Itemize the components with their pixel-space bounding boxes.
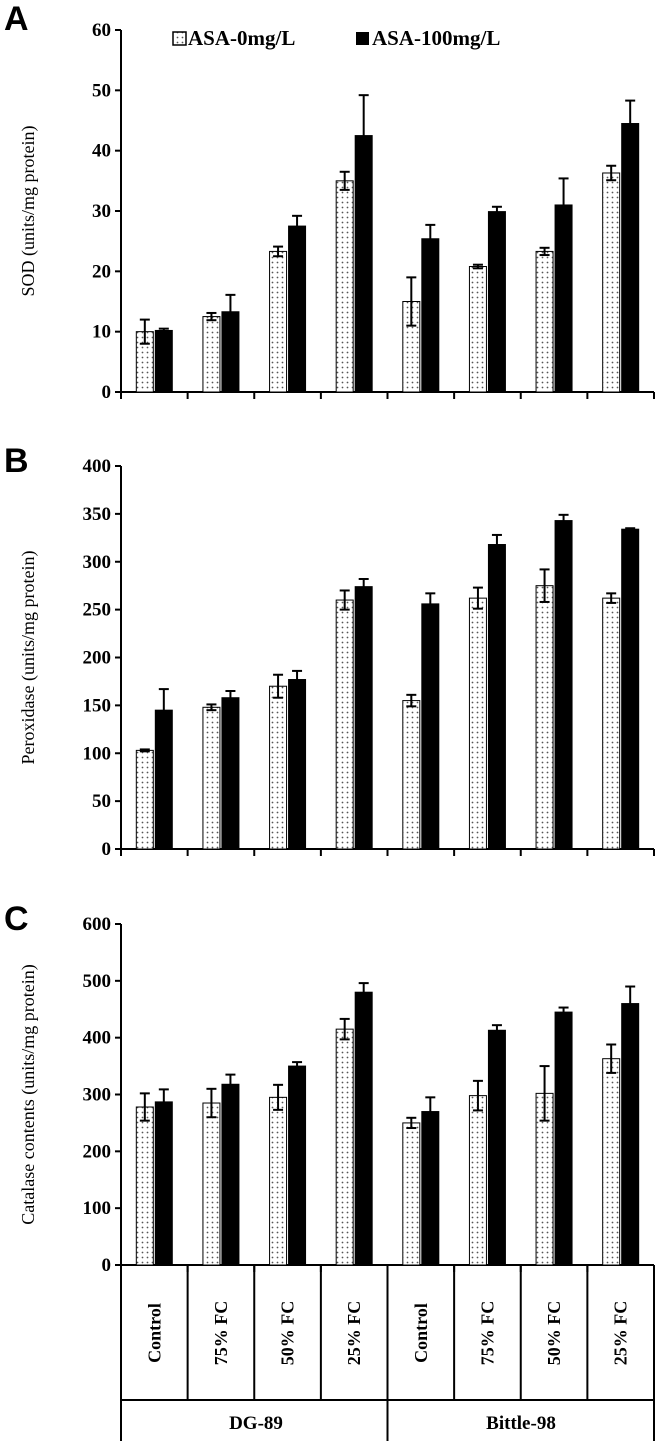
category-label: 25% FC bbox=[611, 1301, 631, 1366]
bar-asa-0 bbox=[269, 1096, 288, 1266]
bar-asa-0 bbox=[535, 585, 554, 850]
y-tick-label: 0 bbox=[102, 839, 112, 860]
y-tick-label: 300 bbox=[83, 552, 112, 573]
bar-asa-100 bbox=[221, 697, 240, 850]
bar-asa-100 bbox=[154, 329, 173, 393]
y-tick-label: 0 bbox=[102, 1255, 112, 1276]
bar-asa-0 bbox=[202, 706, 221, 850]
y-axis-label: Catalase contents (units/mg protein) bbox=[18, 964, 39, 1224]
category-label: 50% FC bbox=[278, 1301, 298, 1366]
bar-asa-100 bbox=[354, 991, 373, 1266]
bar-asa-100 bbox=[288, 1065, 307, 1266]
y-tick-label: 0 bbox=[102, 382, 112, 403]
y-axis-label: SOD (units/mg protein) bbox=[18, 126, 39, 297]
y-tick-label: 400 bbox=[83, 1028, 112, 1049]
bar-asa-0 bbox=[202, 316, 221, 393]
category-label: 50% FC bbox=[544, 1301, 564, 1366]
y-tick-label: 100 bbox=[83, 743, 112, 764]
y-tick-label: 200 bbox=[83, 1141, 112, 1162]
category-label: Control bbox=[411, 1303, 431, 1363]
bar-asa-100 bbox=[421, 603, 440, 850]
bar-asa-0 bbox=[269, 250, 288, 393]
bar-asa-100 bbox=[621, 528, 640, 850]
bar-asa-0 bbox=[402, 1122, 421, 1266]
bar-asa-0 bbox=[468, 266, 487, 393]
chart-marks: 0 10 20 30 40 50 60 SOD (units/mg protein) 0 50 10… bbox=[18, 20, 655, 1441]
bar-asa-100 bbox=[354, 586, 373, 850]
group-label-bittle-98: Bittle-98 bbox=[486, 1413, 556, 1434]
bar-asa-100 bbox=[554, 204, 573, 393]
y-tick-label: 50 bbox=[92, 80, 111, 101]
y-tick-label: 250 bbox=[83, 600, 112, 621]
group-label-dg-89: DG-89 bbox=[229, 1413, 283, 1434]
bar-asa-0 bbox=[135, 1106, 154, 1266]
legend: ASA-0mg/L ASA-100mg/L bbox=[172, 26, 500, 50]
bar-asa-100 bbox=[288, 225, 307, 393]
bar-asa-0 bbox=[335, 1028, 354, 1266]
panel-b-label: B bbox=[4, 442, 29, 480]
bar-asa-100 bbox=[421, 1111, 440, 1266]
panel-c-label: C bbox=[4, 900, 29, 938]
legend-label-asa-100: ASA-100mg/L bbox=[372, 26, 500, 50]
legend-label-asa-0: ASA-0mg/L bbox=[188, 26, 295, 50]
y-tick-label: 400 bbox=[83, 456, 112, 477]
category-label: 75% FC bbox=[477, 1301, 497, 1366]
bar-asa-100 bbox=[554, 1011, 573, 1266]
category-label: 25% FC bbox=[344, 1301, 364, 1366]
bar-asa-0 bbox=[602, 172, 621, 393]
bar-asa-100 bbox=[554, 520, 573, 850]
bar-asa-0 bbox=[402, 700, 421, 850]
y-tick-label: 300 bbox=[83, 1085, 112, 1106]
y-tick-label: 10 bbox=[92, 322, 111, 343]
y-tick-label: 100 bbox=[83, 1198, 112, 1219]
bar-asa-100 bbox=[487, 544, 506, 850]
y-tick-label: 20 bbox=[92, 261, 111, 282]
category-label: Control bbox=[144, 1303, 164, 1363]
y-tick-label: 350 bbox=[83, 504, 112, 525]
y-tick-label: 40 bbox=[92, 141, 111, 162]
y-tick-label: 60 bbox=[92, 20, 111, 41]
bar-asa-0 bbox=[135, 749, 154, 850]
bar-asa-0 bbox=[535, 250, 554, 393]
category-label: 75% FC bbox=[211, 1301, 231, 1366]
y-tick-label: 500 bbox=[83, 971, 112, 992]
bar-asa-100 bbox=[487, 211, 506, 393]
y-axis-label: Peroxidase (units/mg protein) bbox=[18, 551, 39, 765]
bar-asa-0 bbox=[269, 685, 288, 850]
bar-asa-0 bbox=[335, 599, 354, 850]
y-tick-label: 50 bbox=[92, 791, 111, 812]
bar-asa-0 bbox=[468, 1095, 487, 1266]
y-tick-label: 30 bbox=[92, 201, 111, 222]
bar-asa-100 bbox=[487, 1029, 506, 1266]
bar-asa-0 bbox=[602, 1058, 621, 1266]
bar-asa-0 bbox=[602, 597, 621, 850]
bar-asa-0 bbox=[335, 180, 354, 393]
bar-asa-100 bbox=[288, 679, 307, 850]
bar-asa-0 bbox=[202, 1102, 221, 1266]
legend-swatch-asa-100 bbox=[356, 32, 369, 45]
bar-asa-0 bbox=[468, 597, 487, 850]
y-tick-label: 600 bbox=[83, 914, 112, 935]
bar-asa-100 bbox=[421, 238, 440, 393]
bar-asa-100 bbox=[621, 1003, 640, 1266]
y-tick-label: 150 bbox=[83, 695, 112, 716]
bar-asa-100 bbox=[154, 1101, 173, 1266]
y-tick-label: 200 bbox=[83, 648, 112, 669]
bar-asa-100 bbox=[221, 1083, 240, 1266]
bar-asa-100 bbox=[621, 123, 640, 393]
panel-a-label: A bbox=[4, 0, 29, 38]
legend-swatch-asa-0 bbox=[172, 31, 187, 46]
